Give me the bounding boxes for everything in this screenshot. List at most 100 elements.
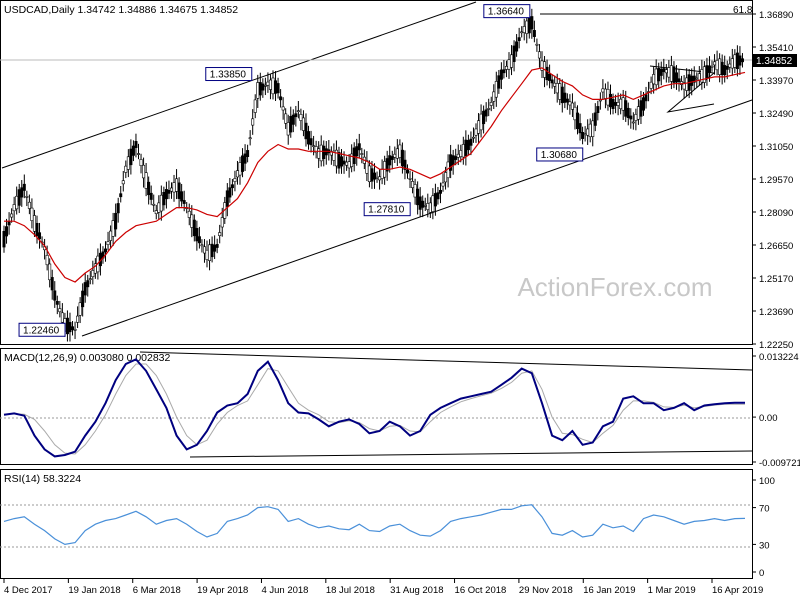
candle	[281, 97, 285, 120]
candle	[187, 203, 191, 226]
candle	[48, 258, 52, 288]
rsi-tick: 70	[752, 504, 770, 515]
macd-tick: 0.013224	[752, 352, 799, 363]
candle	[104, 241, 108, 262]
candle	[149, 185, 153, 206]
watermark: ActionForex.com	[517, 272, 712, 302]
macd-top-trendline	[139, 351, 753, 371]
candle	[213, 235, 217, 260]
candle	[83, 272, 87, 303]
svg-text:4 Jun 2018: 4 Jun 2018	[261, 585, 308, 596]
price-tick: 1.35410	[752, 43, 793, 54]
rsi-header: RSI(14) 58.3224	[4, 473, 81, 485]
candle	[517, 27, 521, 49]
svg-text:16 Oct 2018: 16 Oct 2018	[455, 585, 507, 596]
svg-text:16 Jan 2019: 16 Jan 2019	[583, 585, 635, 596]
candle	[55, 295, 59, 315]
svg-text:1.23690: 1.23690	[759, 307, 793, 318]
price-tick: 1.26650	[752, 241, 793, 252]
price-candles	[2, 8, 744, 342]
candle	[537, 44, 541, 68]
candle	[164, 181, 168, 209]
candle	[225, 183, 229, 217]
candle	[284, 108, 288, 129]
rsi-tick: 30	[752, 540, 770, 551]
candle	[438, 182, 442, 204]
candle	[403, 150, 407, 180]
candle	[91, 260, 95, 285]
candle	[261, 78, 265, 98]
svg-text:16 Apr 2019: 16 Apr 2019	[712, 585, 763, 596]
candle	[576, 105, 580, 135]
candle	[233, 170, 237, 192]
svg-text:-0.009721: -0.009721	[759, 458, 800, 469]
candle	[494, 71, 498, 107]
svg-text:0: 0	[759, 568, 764, 579]
macd-bottom-trendline	[189, 450, 753, 458]
fib-label: 61.8	[733, 5, 753, 16]
candle	[497, 70, 501, 94]
candle	[147, 176, 151, 205]
svg-text:29 Nov 2018: 29 Nov 2018	[519, 585, 573, 596]
svg-text:1.22250: 1.22250	[759, 340, 793, 351]
candle	[121, 170, 125, 192]
candle	[388, 145, 392, 173]
candle	[230, 179, 234, 196]
candle	[357, 133, 361, 158]
candle	[88, 270, 92, 285]
candle	[304, 113, 308, 147]
candle	[421, 195, 425, 218]
candle	[545, 59, 549, 86]
candle	[215, 238, 219, 254]
macd-signal-line	[3, 363, 745, 455]
candle	[626, 102, 630, 126]
svg-text:1.28090: 1.28090	[759, 208, 793, 219]
candle	[441, 173, 445, 192]
candle	[177, 177, 181, 209]
candle	[276, 77, 280, 99]
candle	[218, 224, 222, 244]
candle	[73, 321, 77, 340]
candle	[433, 183, 437, 216]
candle	[136, 143, 140, 160]
candle	[570, 93, 574, 118]
candle	[114, 203, 118, 237]
candle	[309, 130, 313, 153]
candle	[405, 164, 409, 179]
price-callout: 1.27810	[363, 202, 411, 217]
candle	[674, 65, 678, 90]
date-tick: 18 Jul 2018	[325, 578, 375, 596]
svg-text:1.36640: 1.36640	[488, 7, 525, 18]
svg-text:0.00: 0.00	[759, 413, 778, 424]
candle	[563, 83, 567, 109]
price-tick: 1.22250	[752, 340, 793, 351]
candle	[241, 148, 245, 178]
candle	[180, 183, 184, 207]
candle	[436, 187, 440, 205]
last-price-tag	[753, 54, 797, 67]
svg-text:4 Dec 2017: 4 Dec 2017	[4, 585, 53, 596]
candle	[197, 226, 201, 249]
candle	[578, 113, 582, 141]
price-tick: 1.33970	[752, 76, 793, 87]
svg-text:30: 30	[759, 540, 770, 551]
candle	[710, 60, 714, 72]
candle	[71, 321, 75, 336]
candle	[253, 94, 257, 119]
date-tick: 16 Apr 2019	[711, 578, 763, 596]
candle	[86, 274, 90, 297]
candle	[192, 214, 196, 242]
candle	[593, 103, 597, 132]
price-tick: 1.29570	[752, 175, 793, 186]
candle	[291, 109, 295, 133]
macd-panel-frame	[0, 348, 753, 465]
date-tick: 16 Jan 2019	[582, 578, 636, 596]
date-tick: 16 Oct 2018	[454, 578, 507, 596]
candle	[591, 113, 595, 147]
triangle-pattern	[649, 65, 716, 113]
date-tick: 4 Jun 2018	[260, 578, 308, 596]
price-tick: 1.28090	[752, 208, 793, 219]
candle	[246, 144, 250, 163]
svg-text:1.32490: 1.32490	[759, 109, 793, 120]
